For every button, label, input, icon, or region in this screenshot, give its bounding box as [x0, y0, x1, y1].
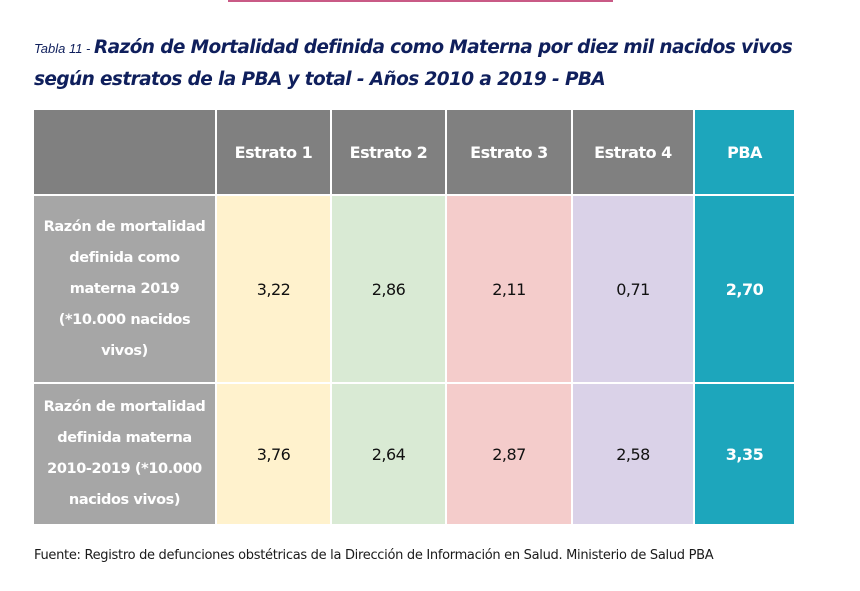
- header-empty: [34, 110, 215, 194]
- table-row: Razón de mortalidad definida como matern…: [34, 196, 794, 382]
- cell-estrato-4: 2,58: [573, 384, 693, 524]
- header-pba: PBA: [695, 110, 794, 194]
- cell-estrato-3: 2,11: [447, 196, 571, 382]
- header-estrato-3: Estrato 3: [447, 110, 571, 194]
- table-row: Razón de mortalidad definida materna 201…: [34, 384, 794, 524]
- mortality-table: Estrato 1 Estrato 2 Estrato 3 Estrato 4 …: [32, 108, 796, 526]
- table-title: Tabla 11 - Razón de Mortalidad definida …: [34, 32, 834, 96]
- header-estrato-1: Estrato 1: [217, 110, 330, 194]
- cell-estrato-2: 2,64: [332, 384, 445, 524]
- header-estrato-2: Estrato 2: [332, 110, 445, 194]
- header-estrato-4: Estrato 4: [573, 110, 693, 194]
- table-number: Tabla 11 -: [34, 41, 94, 56]
- row-label: Razón de mortalidad definida materna 201…: [34, 384, 215, 524]
- cell-estrato-1: 3,76: [217, 384, 330, 524]
- top-accent-bar: [228, 0, 613, 2]
- title-line-1: Razón de Mortalidad definida como Matern…: [94, 37, 793, 58]
- title-line-2: según estratos de la PBA y total - Años …: [34, 69, 606, 90]
- header-row: Estrato 1 Estrato 2 Estrato 3 Estrato 4 …: [34, 110, 794, 194]
- cell-estrato-3: 2,87: [447, 384, 571, 524]
- cell-pba: 2,70: [695, 196, 794, 382]
- cell-estrato-1: 3,22: [217, 196, 330, 382]
- cell-estrato-4: 0,71: [573, 196, 693, 382]
- cell-pba: 3,35: [695, 384, 794, 524]
- cell-estrato-2: 2,86: [332, 196, 445, 382]
- row-label: Razón de mortalidad definida como matern…: [34, 196, 215, 382]
- source-note: Fuente: Registro de defunciones obstétri…: [34, 548, 714, 563]
